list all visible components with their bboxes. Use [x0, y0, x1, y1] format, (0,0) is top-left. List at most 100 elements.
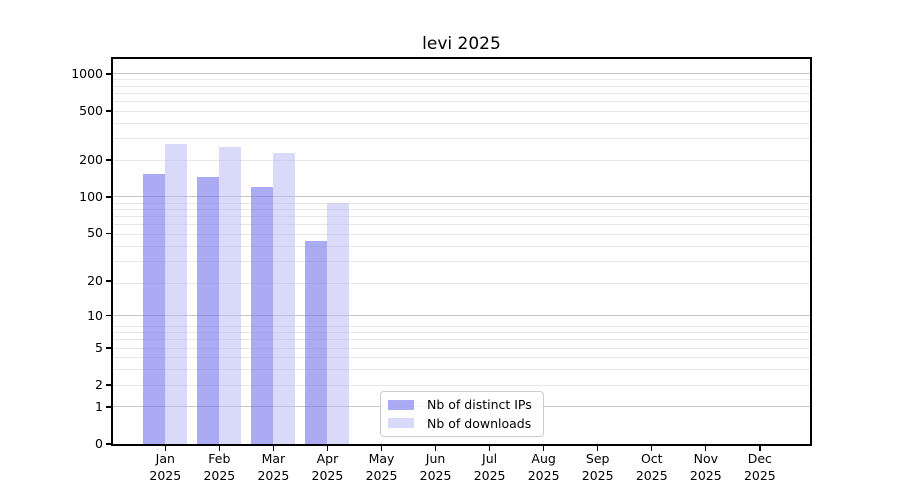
x-tick-month: Jan	[155, 451, 175, 466]
x-tick-label-jun: Jun 2025	[408, 451, 464, 484]
y-tick-mark	[106, 110, 111, 112]
x-tick-year: 2025	[743, 467, 776, 483]
x-tick-label-sep: Sep 2025	[570, 451, 626, 484]
y-tick-label: 1	[95, 398, 103, 414]
y-tick-mark	[106, 73, 111, 75]
legend-swatch-distinct-ips-icon	[388, 399, 414, 410]
x-tick-label-dec: Dec 2025	[732, 451, 788, 484]
y-tick-label: 10	[87, 307, 103, 323]
y-tick-mark	[106, 384, 111, 386]
x-tick-mark	[597, 446, 599, 451]
legend-label-distinct-ips: Nb of distinct IPs	[427, 397, 532, 413]
x-tick-month: Apr	[316, 451, 339, 466]
x-tick-month: Aug	[531, 451, 556, 466]
gridline-minor	[113, 283, 810, 285]
x-tick-mark	[272, 446, 275, 451]
x-tick-mark	[218, 446, 221, 451]
x-tick-mark	[380, 446, 383, 451]
gridline-minor	[113, 202, 810, 204]
x-tick-year: 2025	[473, 467, 506, 483]
gridline-minor	[113, 369, 810, 371]
gridline-minor	[113, 245, 810, 247]
x-tick-mark	[651, 446, 653, 451]
bar-distinct-ips-apr-2025	[305, 241, 328, 444]
y-tick-label: 200	[79, 152, 103, 168]
y-tick-label: 500	[79, 103, 103, 119]
gridline-major	[113, 314, 810, 316]
x-tick-mark	[759, 446, 761, 451]
x-tick-label-jan: Jan 2025	[137, 451, 193, 484]
x-tick-mark	[488, 446, 491, 451]
gridline-minor	[113, 79, 810, 81]
x-tick-label-nov: Nov 2025	[678, 451, 734, 484]
legend-item-distinct-ips: Nb of distinct IPs	[388, 397, 536, 412]
legend-label-downloads: Nb of downloads	[427, 415, 532, 431]
bar-distinct-ips-jan-2025	[143, 173, 166, 444]
x-tick-month: Mar	[261, 451, 286, 466]
x-tick-label-oct: Oct 2025	[624, 451, 680, 484]
x-tick-year: 2025	[527, 467, 560, 483]
x-tick-label-apr: Apr 2025	[299, 451, 355, 484]
gridline-minor	[113, 208, 810, 210]
x-tick-mark	[164, 446, 166, 451]
x-tick-year: 2025	[149, 467, 182, 483]
y-tick-mark	[106, 406, 111, 408]
x-tick-month: Sep	[585, 451, 610, 466]
gridline-minor	[113, 100, 810, 102]
x-tick-mark	[705, 446, 707, 451]
x-tick-year: 2025	[419, 467, 452, 483]
gridline-major	[113, 196, 810, 198]
legend-swatch-downloads-icon	[388, 418, 414, 429]
bar-downloads-mar-2025	[273, 153, 296, 444]
gridline-minor	[113, 159, 810, 161]
gridline-minor	[113, 122, 810, 124]
y-tick-mark	[106, 347, 111, 349]
x-tick-year: 2025	[203, 467, 236, 483]
bar-downloads-apr-2025	[327, 203, 350, 444]
x-tick-label-mar: Mar 2025	[245, 451, 301, 484]
y-tick-mark	[106, 232, 111, 235]
gridline-minor	[113, 339, 810, 341]
legend: Nb of distinct IPs Nb of downloads	[380, 391, 544, 437]
y-tick-mark	[106, 196, 111, 198]
gridline-minor	[113, 357, 810, 359]
x-tick-month: Feb	[208, 451, 231, 466]
gridline-minor	[113, 347, 810, 349]
x-tick-month: May	[368, 451, 395, 466]
x-tick-month: Jul	[482, 451, 498, 466]
bar-distinct-ips-feb-2025	[197, 177, 220, 444]
gridline-minor	[113, 234, 810, 236]
x-tick-label-feb: Feb 2025	[191, 451, 247, 484]
legend-item-downloads: Nb of downloads	[388, 416, 536, 431]
y-tick-label: 50	[87, 225, 103, 241]
x-tick-month: Jun	[425, 451, 446, 466]
x-tick-mark	[326, 446, 329, 451]
bar-distinct-ips-mar-2025	[251, 187, 274, 444]
x-tick-year: 2025	[581, 467, 614, 483]
x-tick-year: 2025	[689, 467, 722, 483]
x-tick-month: Nov	[693, 451, 718, 466]
bar-downloads-jan-2025	[165, 144, 188, 444]
y-tick-mark	[106, 280, 111, 282]
x-tick-label-jul: Jul 2025	[462, 451, 518, 484]
x-tick-label-may: May 2025	[354, 451, 410, 484]
y-tick-label: 2	[95, 377, 103, 393]
y-tick-label: 100	[79, 188, 103, 204]
gridline-minor	[113, 332, 810, 334]
chart-title: levi 2025	[422, 34, 501, 54]
gridline-major	[113, 73, 810, 75]
x-tick-year: 2025	[311, 467, 344, 483]
x-tick-year: 2025	[365, 467, 398, 483]
y-tick-mark	[106, 159, 111, 161]
bar-downloads-feb-2025	[219, 147, 242, 444]
gridline-minor	[113, 384, 810, 386]
x-tick-mark	[434, 446, 437, 451]
x-tick-month: Dec	[747, 451, 772, 466]
x-tick-month: Oct	[640, 451, 663, 466]
gridline-minor	[113, 85, 810, 87]
y-tick-label: 0	[95, 436, 103, 451]
plot-area	[113, 59, 810, 444]
y-tick-mark	[106, 314, 111, 317]
gridline-minor	[113, 110, 810, 112]
